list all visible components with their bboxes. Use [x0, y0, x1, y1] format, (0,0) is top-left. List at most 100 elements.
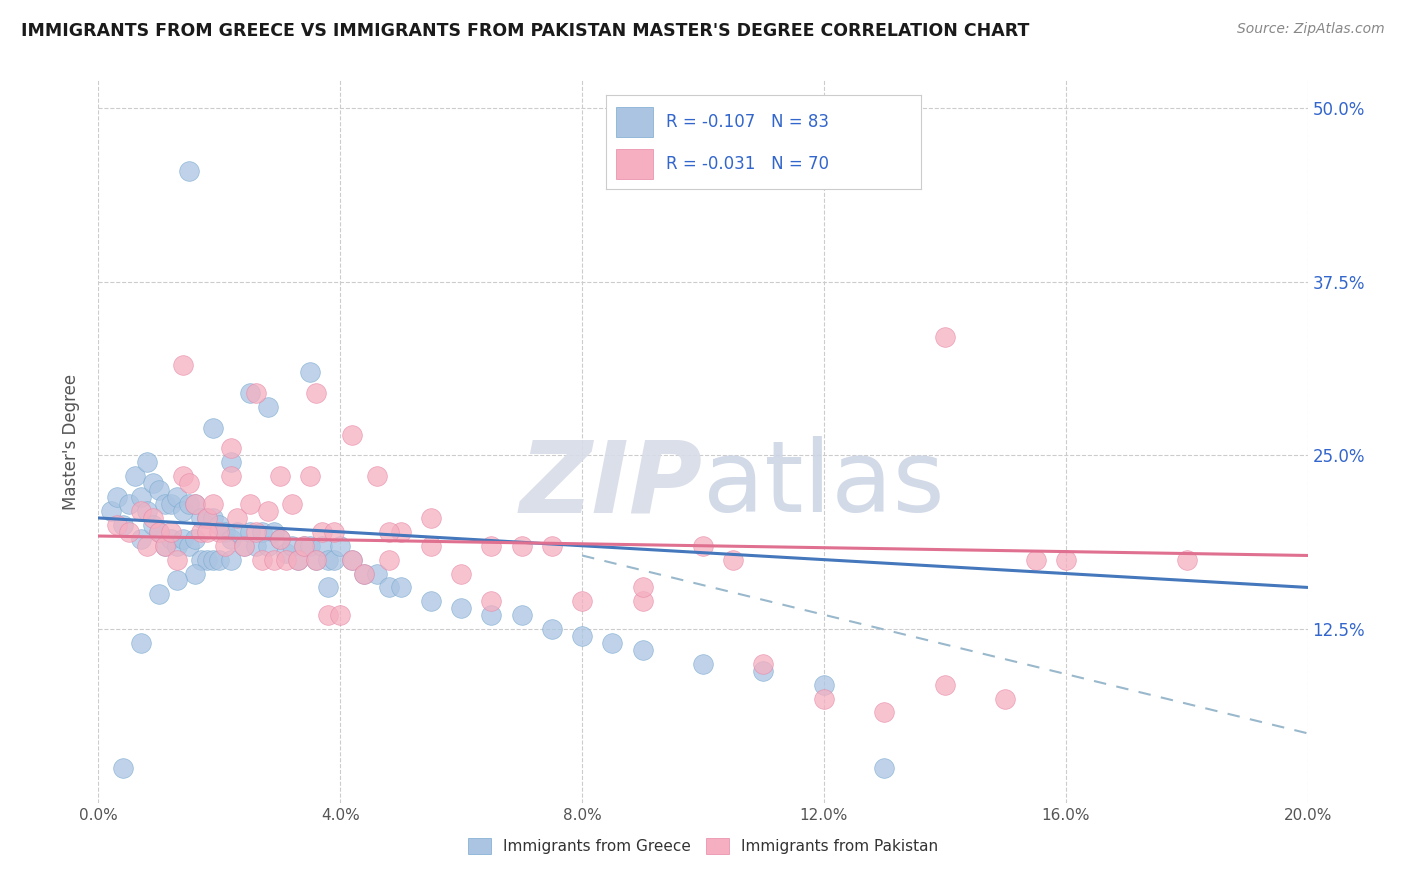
- Point: [221, 442, 243, 456]
- Point: [540, 539, 562, 553]
- Point: [316, 608, 339, 623]
- Text: ZIP: ZIP: [520, 436, 703, 533]
- Point: [184, 497, 207, 511]
- Point: [166, 574, 188, 588]
- Point: [256, 400, 278, 414]
- Point: [377, 524, 399, 539]
- Point: [299, 469, 322, 483]
- Point: [316, 581, 339, 595]
- Point: [342, 552, 364, 566]
- Point: [994, 691, 1017, 706]
- Point: [256, 539, 278, 553]
- Point: [263, 524, 285, 539]
- Point: [245, 524, 267, 539]
- Point: [389, 524, 412, 539]
- Point: [420, 511, 443, 525]
- Point: [631, 594, 654, 608]
- Point: [692, 539, 714, 553]
- Point: [723, 552, 745, 566]
- Point: [323, 524, 346, 539]
- Point: [571, 629, 593, 643]
- Point: [353, 566, 375, 581]
- Point: [311, 524, 333, 539]
- Point: [195, 511, 218, 525]
- Y-axis label: Master's Degree: Master's Degree: [62, 374, 80, 509]
- Point: [232, 539, 254, 553]
- Point: [172, 532, 194, 546]
- Point: [166, 539, 188, 553]
- Point: [111, 517, 134, 532]
- Point: [202, 497, 225, 511]
- Point: [184, 497, 207, 511]
- Point: [250, 552, 273, 566]
- Point: [752, 657, 775, 671]
- Point: [420, 539, 443, 553]
- Point: [166, 552, 188, 566]
- Point: [450, 601, 472, 615]
- Point: [129, 504, 152, 518]
- Point: [287, 552, 309, 566]
- Point: [221, 455, 243, 469]
- Point: [510, 608, 533, 623]
- Point: [190, 511, 212, 525]
- Point: [166, 490, 188, 504]
- Point: [377, 581, 399, 595]
- Point: [631, 643, 654, 657]
- Point: [172, 504, 194, 518]
- Point: [221, 532, 243, 546]
- Point: [813, 678, 835, 692]
- Point: [281, 497, 304, 511]
- Point: [692, 657, 714, 671]
- Point: [111, 761, 134, 775]
- Point: [142, 517, 165, 532]
- Point: [420, 594, 443, 608]
- Point: [329, 608, 352, 623]
- Point: [481, 594, 503, 608]
- Point: [160, 524, 183, 539]
- Point: [540, 622, 562, 636]
- Point: [250, 524, 273, 539]
- Point: [118, 524, 141, 539]
- Point: [342, 552, 364, 566]
- Point: [202, 420, 225, 434]
- Point: [190, 524, 212, 539]
- Point: [195, 524, 218, 539]
- Point: [160, 532, 183, 546]
- Point: [329, 539, 352, 553]
- Point: [221, 469, 243, 483]
- Point: [129, 490, 152, 504]
- Point: [129, 532, 152, 546]
- Point: [214, 539, 236, 553]
- Point: [571, 594, 593, 608]
- Point: [172, 469, 194, 483]
- Point: [1054, 552, 1077, 566]
- Point: [148, 587, 170, 601]
- Point: [142, 476, 165, 491]
- Point: [752, 664, 775, 678]
- Point: [105, 490, 128, 504]
- Point: [239, 524, 262, 539]
- Point: [202, 511, 225, 525]
- Point: [873, 761, 896, 775]
- Point: [311, 539, 333, 553]
- Point: [214, 524, 236, 539]
- Point: [299, 365, 322, 379]
- Point: [1175, 552, 1198, 566]
- Point: [631, 581, 654, 595]
- Point: [153, 497, 176, 511]
- Point: [934, 678, 956, 692]
- Point: [305, 385, 328, 400]
- Point: [1024, 552, 1046, 566]
- Point: [287, 552, 309, 566]
- Point: [342, 427, 364, 442]
- Point: [366, 566, 388, 581]
- Point: [274, 546, 297, 560]
- Point: [124, 469, 146, 483]
- Point: [269, 532, 291, 546]
- Legend: Immigrants from Greece, Immigrants from Pakistan: Immigrants from Greece, Immigrants from …: [461, 832, 945, 860]
- Point: [202, 552, 225, 566]
- Point: [305, 552, 328, 566]
- Point: [316, 552, 339, 566]
- Point: [105, 517, 128, 532]
- Point: [873, 706, 896, 720]
